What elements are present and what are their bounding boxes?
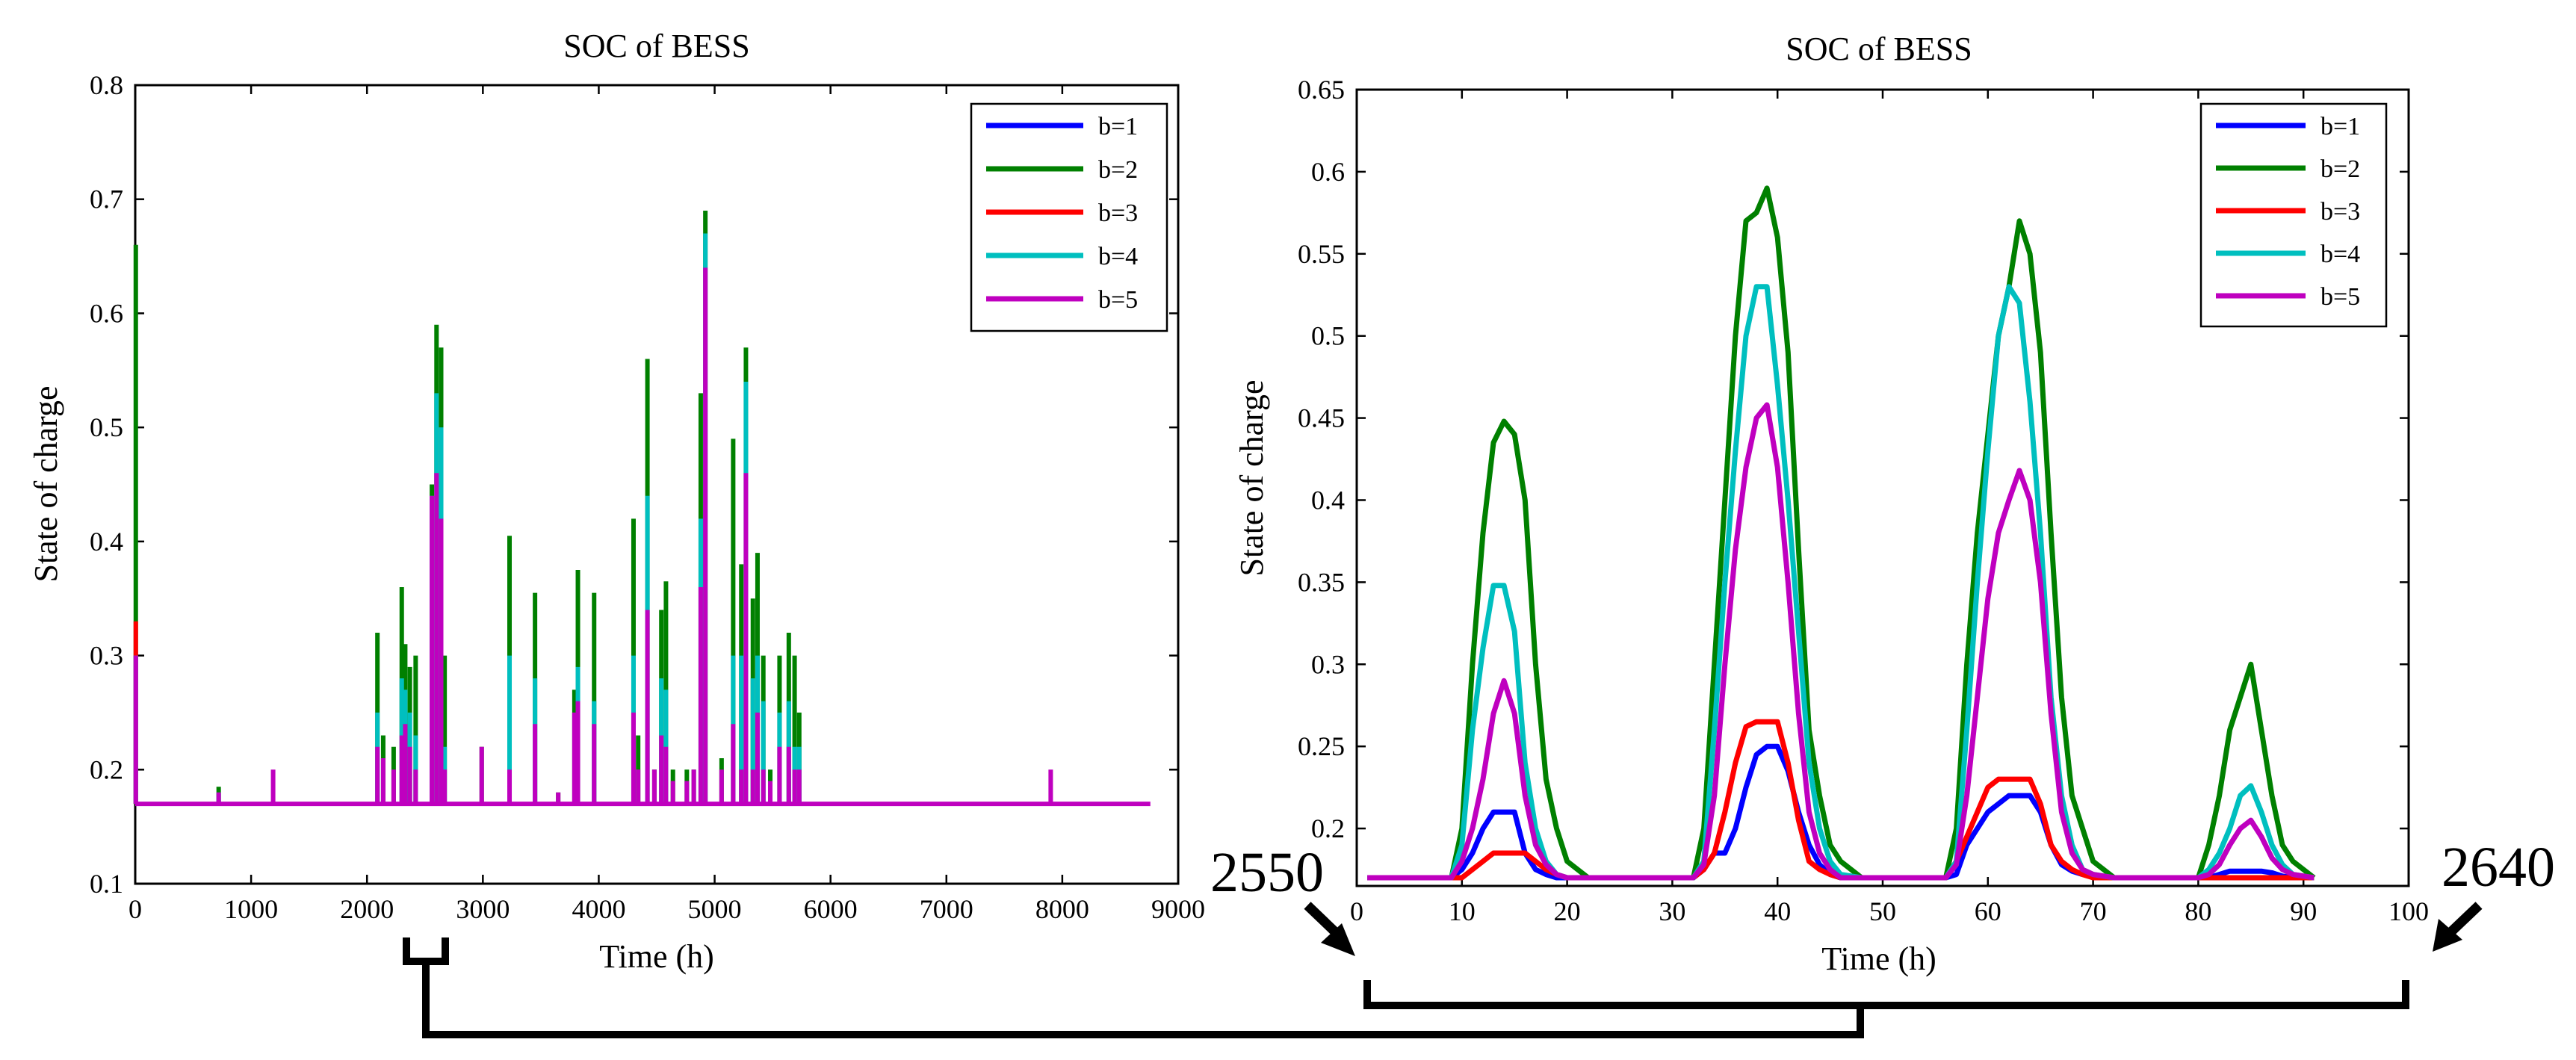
legend-label-b2: b=2 bbox=[2320, 155, 2360, 183]
y-tick-label: 0.3 bbox=[1311, 649, 1345, 679]
chart-right-title: SOC of BESS bbox=[1786, 31, 1972, 67]
legend-label-b3: b=3 bbox=[2320, 198, 2360, 226]
chart-left-panel: SOC of BESS 0 1000 2000 3000 4000 5000 6000 700… bbox=[28, 28, 1205, 975]
chart-left-xlabel: Time (h) bbox=[599, 938, 714, 975]
x-tick-label: 4000 bbox=[572, 894, 625, 924]
y-tick-label: 0.55 bbox=[1298, 239, 1345, 269]
x-tick-label: 30 bbox=[1659, 896, 1685, 926]
chart-right-panel: SOC of BESS 0 10 20 30 40 50 60 70 80 90 100 0.2 0.2… bbox=[1233, 31, 2429, 977]
x-tick-label: 0 bbox=[129, 894, 142, 924]
x-tick-label: 80 bbox=[2185, 896, 2211, 926]
x-tick-label: 3000 bbox=[456, 894, 510, 924]
x-tick-label: 2000 bbox=[340, 894, 394, 924]
x-tick-label: 50 bbox=[1869, 896, 1896, 926]
chart-right-legend: b=1 b=2 b=3 b=4 b=5 bbox=[2199, 102, 2388, 328]
y-tick-label: 0.3 bbox=[90, 641, 123, 671]
x-tick-label: 9000 bbox=[1151, 894, 1205, 924]
y-tick-label: 0.65 bbox=[1298, 75, 1345, 105]
x-tick-label: 60 bbox=[1975, 896, 2001, 926]
x-tick-label: 6000 bbox=[804, 894, 858, 924]
arrow-start-icon bbox=[1304, 902, 1355, 956]
legend-label-b4: b=4 bbox=[2320, 241, 2360, 268]
chart-left-legend: b=1 b=2 b=3 b=4 b=5 bbox=[970, 102, 1168, 332]
y-tick-label: 0.6 bbox=[90, 298, 123, 328]
y-tick-label: 0.2 bbox=[90, 754, 123, 784]
zoom-end-label: 2640 bbox=[2442, 836, 2555, 899]
legend-label-b5: b=5 bbox=[2320, 283, 2360, 311]
legend-label-b4: b=4 bbox=[1098, 243, 1138, 270]
left-zoom-bracket bbox=[403, 937, 449, 965]
x-tick-label: 100 bbox=[2388, 896, 2429, 926]
chart-right-xlabel: Time (h) bbox=[1821, 940, 1936, 977]
series-line-b2 bbox=[1367, 185, 2316, 881]
right-zoom-bracket bbox=[1363, 980, 2409, 1009]
legend-label-b3: b=3 bbox=[1098, 199, 1138, 227]
y-tick-label: 0.8 bbox=[90, 70, 123, 100]
chart-right-series bbox=[1367, 185, 2316, 881]
x-tick-label: 90 bbox=[2290, 896, 2317, 926]
x-tick-label: 0 bbox=[1350, 896, 1363, 926]
series-line-b3 bbox=[1367, 719, 2315, 881]
y-tick-label: 0.45 bbox=[1298, 403, 1345, 433]
x-tick-label: 1000 bbox=[224, 894, 278, 924]
x-tick-label: 70 bbox=[2080, 896, 2107, 926]
connector-line bbox=[422, 961, 1864, 1038]
chart-left-series bbox=[133, 210, 1151, 807]
x-tick-label: 5000 bbox=[688, 894, 742, 924]
y-tick-label: 0.35 bbox=[1298, 567, 1345, 597]
legend-label-b1: b=1 bbox=[2320, 113, 2360, 140]
y-tick-label: 0.5 bbox=[1311, 321, 1345, 351]
chart-left-legend-box bbox=[970, 102, 1168, 332]
chart-left-title: SOC of BESS bbox=[563, 28, 749, 64]
chart-left-ticks: 0 1000 2000 3000 4000 5000 6000 7000 8000 9000 0.1… bbox=[90, 70, 1205, 924]
series-line-b5 bbox=[1367, 402, 2315, 881]
y-tick-label: 0.6 bbox=[1311, 157, 1345, 187]
arrow-end-icon bbox=[2433, 902, 2483, 952]
chart-right-ylabel: State of charge bbox=[1233, 379, 1270, 576]
y-tick-label: 0.7 bbox=[90, 185, 123, 214]
y-tick-label: 0.2 bbox=[1311, 813, 1345, 843]
y-tick-label: 0.4 bbox=[1311, 485, 1345, 515]
chart-right-legend-box bbox=[2199, 102, 2388, 328]
y-tick-label: 0.25 bbox=[1298, 731, 1345, 761]
y-tick-label: 0.1 bbox=[90, 869, 123, 899]
zoom-start-label: 2550 bbox=[1210, 841, 1324, 904]
x-tick-label: 20 bbox=[1554, 896, 1581, 926]
y-tick-label: 0.4 bbox=[90, 527, 123, 557]
x-tick-label: 8000 bbox=[1035, 894, 1089, 924]
series-line-b4 bbox=[1367, 284, 2315, 881]
x-tick-label: 10 bbox=[1449, 896, 1476, 926]
chart-left-ylabel: State of charge bbox=[28, 385, 64, 582]
legend-label-b1: b=1 bbox=[1098, 113, 1138, 140]
x-tick-label: 7000 bbox=[920, 894, 973, 924]
y-tick-label: 0.5 bbox=[90, 412, 123, 442]
zoom-annotation: 2550 2640 bbox=[403, 836, 2555, 1038]
x-tick-label: 40 bbox=[1764, 896, 1791, 926]
legend-label-b2: b=2 bbox=[1098, 156, 1138, 184]
chart-right-ticks: 0 10 20 30 40 50 60 70 80 90 100 0.2 0.25 0.3 0.35 0.4 0… bbox=[1298, 75, 2429, 926]
legend-label-b5: b=5 bbox=[1098, 286, 1138, 314]
